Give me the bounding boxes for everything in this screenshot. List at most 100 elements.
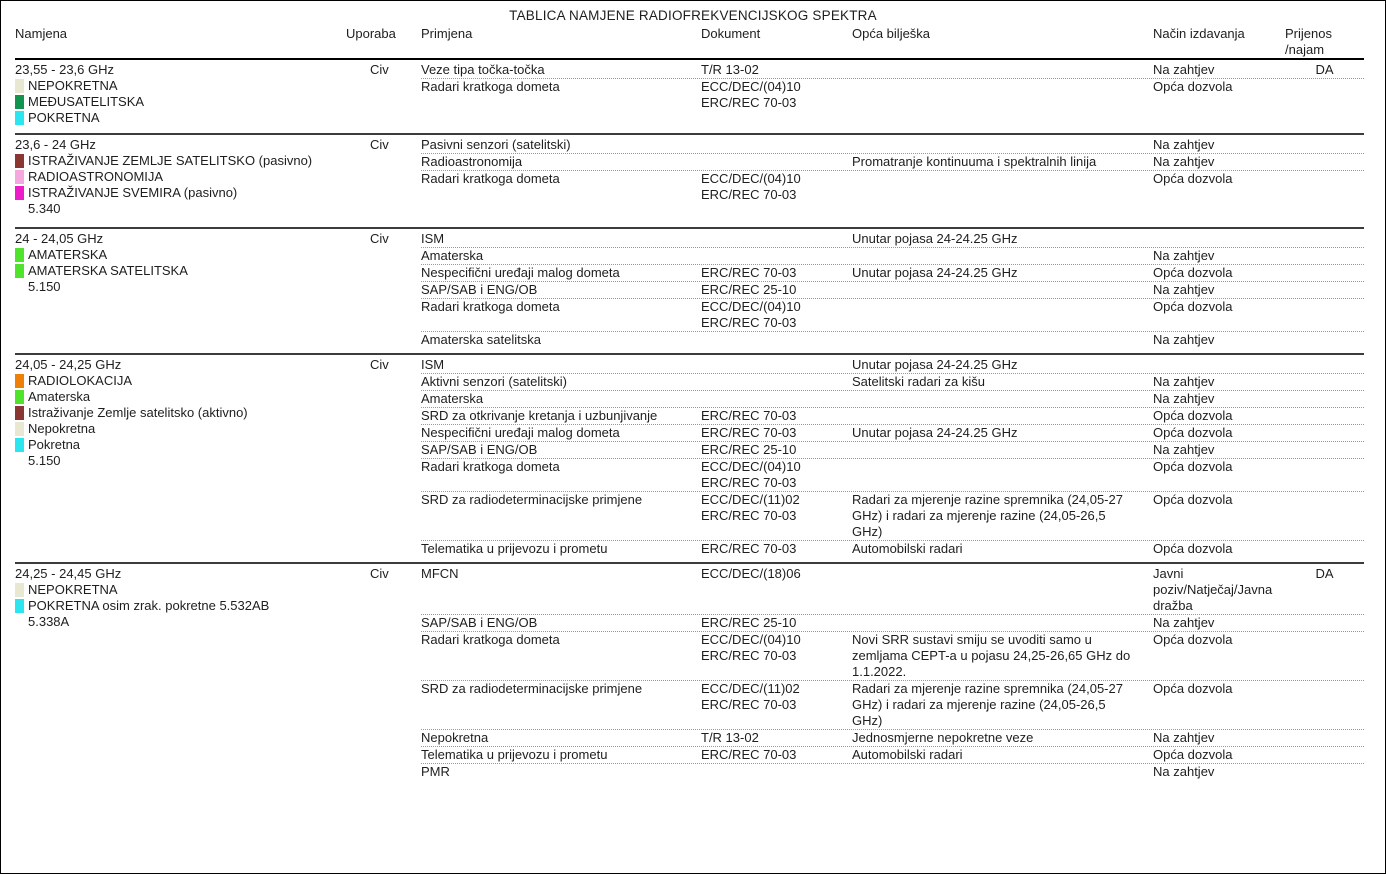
nacin-cell: Na zahtjev — [1153, 248, 1215, 263]
band-rows: ISM Unutar pojasa 24-24.25 GHz Amaterska… — [421, 231, 1364, 348]
nacin-cell: Opća dozvola — [1153, 747, 1233, 762]
nacin-cell: Na zahtjev — [1153, 282, 1215, 297]
biljeska-cell — [852, 764, 1153, 780]
spectrum-table: Namjena Uporaba Primjena Dokument Opća b… — [15, 24, 1364, 785]
allocation-row: ISM Unutar pojasa 24-24.25 GHz — [421, 357, 1364, 373]
primjena-cell: Veze tipa točka-točka — [421, 62, 545, 77]
allocation-row: SRD za radiodeterminacijske primjene ECC… — [421, 491, 1364, 540]
uporaba-cell: Civ — [370, 566, 389, 581]
allocation-row: Radari kratkoga dometa ECC/DEC/(04)10 ER… — [421, 298, 1364, 331]
service-color-bar — [15, 406, 24, 420]
service-item: ISTRAŽIVANJE ZEMLJE SATELITSKO (pasivno) — [15, 153, 346, 169]
prijenos-cell — [1285, 332, 1364, 348]
service-label: RADIOLOKACIJA — [28, 373, 133, 388]
primjena-cell: Radioastronomija — [421, 154, 523, 169]
service-item: AMATERSKA SATELITSKA — [15, 263, 346, 279]
band-footnote: 5.150 — [28, 453, 61, 468]
prijenos-cell — [1285, 632, 1364, 680]
allocation-row: SAP/SAB i ENG/OB ERC/REC 25-10 Na zahtje… — [421, 614, 1364, 631]
dokument-cell: ERC/REC 70-03 — [701, 408, 797, 423]
band-section-24-05: 24,05 - 24,25 GHz RADIOLOKACIJA Amatersk… — [15, 353, 1364, 562]
dokument-cell: ERC/REC 25-10 — [701, 615, 797, 630]
prijenos-cell — [1285, 425, 1364, 441]
service-item: ISTRAŽIVANJE SVEMIRA (pasivno) — [15, 185, 346, 201]
service-label: NEPOKRETNA — [28, 78, 118, 93]
nacin-cell: Opća dozvola — [1153, 408, 1233, 423]
band-range: 23,6 - 24 GHz — [15, 137, 96, 152]
primjena-cell: Aktivni senzori (satelitski) — [421, 374, 567, 389]
header-nacin-izdavanja: Način izdavanja — [1153, 26, 1245, 41]
header-prijenos-najam: Prijenos /najam — [1285, 26, 1332, 57]
allocation-row: Pasivni senzori (satelitski) Na zahtjev — [421, 137, 1364, 153]
nacin-cell: Na zahtjev — [1153, 374, 1215, 389]
nacin-cell: Opća dozvola — [1153, 492, 1233, 507]
band-footnote: 5.150 — [28, 279, 61, 294]
prijenos-cell — [1285, 764, 1364, 780]
primjena-cell: MFCN — [421, 566, 459, 581]
prijenos-cell — [1285, 442, 1364, 458]
primjena-cell: SAP/SAB i ENG/OB — [421, 442, 538, 457]
service-color-bar — [15, 374, 24, 388]
prijenos-cell — [1285, 231, 1364, 247]
service-label: POKRETNA — [28, 110, 100, 125]
service-item: POKRETNA osim zrak. pokretne 5.532AB — [15, 598, 346, 614]
service-label: ISTRAŽIVANJE ZEMLJE SATELITSKO (pasivno) — [28, 153, 313, 168]
allocation-row: PMR Na zahtjev — [421, 763, 1364, 780]
prijenos-cell — [1285, 747, 1364, 763]
dokument-cell: ERC/REC 25-10 — [701, 282, 797, 297]
service-label: MEĐUSATELITSKA — [28, 94, 145, 109]
dokument-cell — [701, 231, 852, 247]
primjena-cell: SRD za radiodeterminacijske primjene — [421, 492, 643, 507]
uporaba-cell: Civ — [370, 137, 389, 152]
dokument-cell: ECC/DEC/(11)02 ERC/REC 70-03 — [701, 681, 800, 712]
dokument-cell — [701, 248, 852, 264]
service-item: RADIOLOKACIJA — [15, 373, 346, 389]
header-namjena: Namjena — [15, 26, 68, 41]
primjena-cell: Pasivni senzori (satelitski) — [421, 137, 571, 152]
primjena-cell: SRD za radiodeterminacijske primjene — [421, 681, 643, 696]
band-range: 24 - 24,05 GHz — [15, 231, 104, 246]
service-item: MEĐUSATELITSKA — [15, 94, 346, 110]
biljeska-cell: Novi SRR sustavi smiju se uvoditi samo u… — [852, 632, 1131, 679]
primjena-cell: Radari kratkoga dometa — [421, 299, 560, 314]
dokument-cell: ECC/DEC/(04)10 ERC/REC 70-03 — [701, 459, 801, 490]
dokument-cell: ECC/DEC/(04)10 ERC/REC 70-03 — [701, 632, 801, 663]
allocation-row: Radioastronomija Promatranje kontinuuma … — [421, 153, 1364, 170]
prijenos-cell — [1285, 154, 1364, 170]
prijenos-cell — [1285, 282, 1364, 298]
allocation-row: MFCN ECC/DEC/(18)06 Javni poziv/Natječaj… — [421, 566, 1364, 614]
band-section-23-6: 23,6 - 24 GHz ISTRAŽIVANJE ZEMLJE SATELI… — [15, 133, 1364, 227]
table-header: Namjena Uporaba Primjena Dokument Opća b… — [15, 24, 1364, 60]
band-section-23-55: 23,55 - 23,6 GHz NEPOKRETNA MEĐUSATELITS… — [15, 60, 1364, 133]
allocation-row: SRD za otkrivanje kretanja i uzbunjivanj… — [421, 407, 1364, 424]
allocation-row: Telematika u prijevozu i prometu ERC/REC… — [421, 746, 1364, 763]
service-color-bar — [15, 111, 24, 125]
primjena-cell: Radari kratkoga dometa — [421, 632, 560, 647]
biljeska-cell — [852, 248, 1153, 264]
service-item: POKRETNA — [15, 110, 346, 126]
service-label: Nepokretna — [28, 421, 96, 436]
nacin-cell: Na zahtjev — [1153, 137, 1215, 152]
dokument-cell: ECC/DEC/(04)10 ERC/REC 70-03 — [701, 299, 801, 330]
service-label: AMATERSKA SATELITSKA — [28, 263, 188, 278]
allocation-row: Radari kratkoga dometa ECC/DEC/(04)10 ER… — [421, 458, 1364, 491]
biljeska-cell — [852, 62, 1153, 78]
service-label: ISTRAŽIVANJE SVEMIRA (pasivno) — [28, 185, 238, 200]
nacin-cell: Javni poziv/Natječaj/Javna dražba — [1153, 566, 1273, 613]
prijenos-cell — [1285, 137, 1364, 153]
primjena-cell: SRD za otkrivanje kretanja i uzbunjivanj… — [421, 408, 658, 423]
biljeska-cell — [852, 566, 1153, 614]
prijenos-cell: DA — [1315, 566, 1334, 581]
band-left: 24,25 - 24,45 GHz NEPOKRETNA POKRETNA os… — [15, 566, 346, 780]
primjena-cell: SAP/SAB i ENG/OB — [421, 282, 538, 297]
biljeska-cell: Unutar pojasa 24-24.25 GHz — [852, 231, 1018, 246]
dokument-cell: ECC/DEC/(04)10 ERC/REC 70-03 — [701, 171, 801, 202]
prijenos-cell — [1285, 408, 1364, 424]
band-left: 23,55 - 23,6 GHz NEPOKRETNA MEĐUSATELITS… — [15, 62, 346, 128]
prijenos-cell — [1285, 79, 1364, 111]
allocation-row: Nespecifični uređaji malog dometa ERC/RE… — [421, 424, 1364, 441]
allocation-row: Veze tipa točka-točka T/R 13-02 Na zahtj… — [421, 62, 1364, 78]
service-label: RADIOASTRONOMIJA — [28, 169, 164, 184]
allocation-row: Aktivni senzori (satelitski) Satelitski … — [421, 373, 1364, 390]
